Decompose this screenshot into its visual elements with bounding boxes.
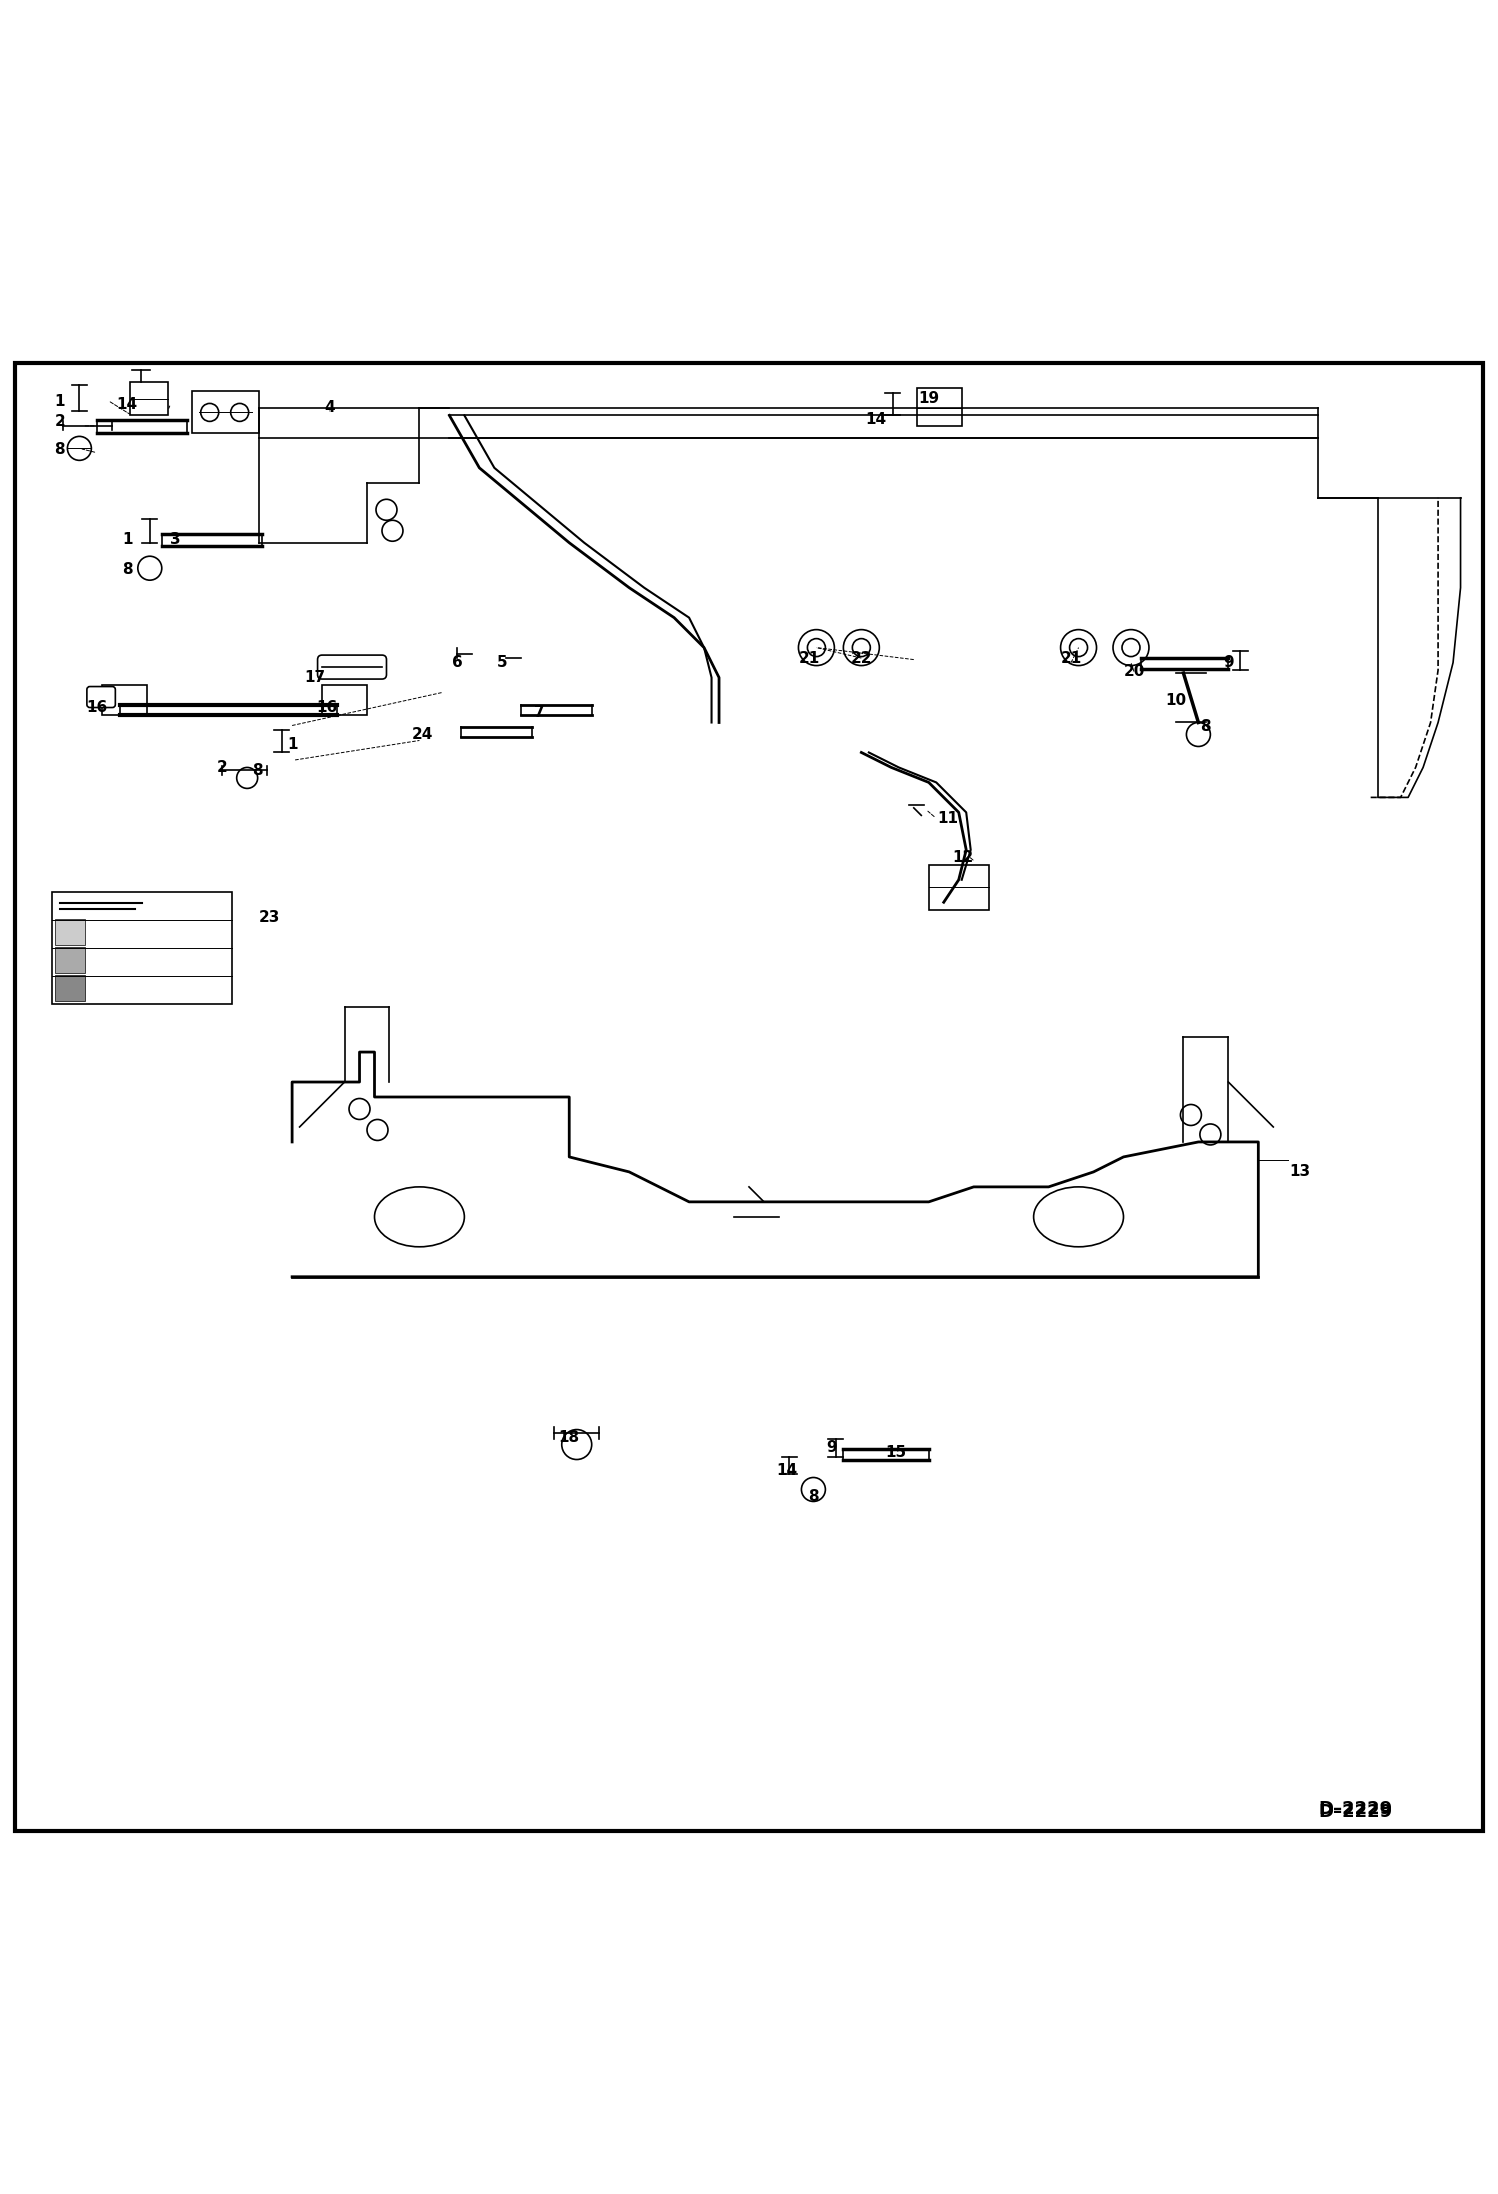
Text: 6: 6 [451,656,463,669]
Text: 18: 18 [559,1430,580,1444]
Text: 1: 1 [54,395,66,410]
Text: 15: 15 [885,1444,906,1459]
Bar [192,391,259,434]
Text: 20: 20 [1124,665,1144,680]
Text: 23: 23 [259,911,280,924]
Text: 14: 14 [866,412,887,428]
Text: 16: 16 [316,700,337,715]
Text: 8: 8 [807,1490,819,1505]
Text: 1: 1 [121,533,133,546]
Text: 8: 8 [1200,720,1212,735]
Bar [130,382,168,415]
Ellipse shape [1034,1187,1124,1246]
Text: 9: 9 [825,1439,837,1455]
Text: 24: 24 [412,726,433,742]
Text: 8: 8 [121,562,133,577]
Text: 4: 4 [324,402,336,415]
Bar [322,685,367,715]
Text: 8: 8 [252,764,264,779]
Bar [917,388,962,426]
Text: 17: 17 [304,669,325,685]
Bar [52,891,232,1005]
Ellipse shape [374,1187,464,1246]
Text: 3: 3 [169,533,181,546]
Text: 13: 13 [1290,1165,1311,1180]
Text: 2: 2 [216,759,228,774]
Text: 11: 11 [938,812,959,825]
Bar [929,864,989,911]
Text: 19: 19 [918,391,939,406]
Text: 14: 14 [117,397,138,412]
Text: 12: 12 [953,849,974,864]
Text: 16: 16 [87,700,108,715]
Bar [102,685,147,715]
Text: D–2229: D–2229 [1318,1799,1393,1817]
Text: 9: 9 [1222,656,1234,669]
Text: 7: 7 [533,704,545,720]
Text: 22: 22 [851,652,872,665]
Text: 21: 21 [1061,652,1082,665]
Text: 8: 8 [54,443,66,456]
Text: 21: 21 [798,652,819,665]
Bar [55,919,85,946]
Text: 14: 14 [776,1463,797,1477]
FancyBboxPatch shape [87,687,115,706]
Bar [55,948,85,974]
Text: 2: 2 [54,415,66,428]
Bar [55,976,85,1000]
FancyBboxPatch shape [318,656,386,680]
Text: 5: 5 [496,656,508,669]
Text: 10: 10 [1165,693,1186,706]
Text: D–2229: D–2229 [1318,1803,1393,1821]
Text: 1: 1 [286,737,298,753]
